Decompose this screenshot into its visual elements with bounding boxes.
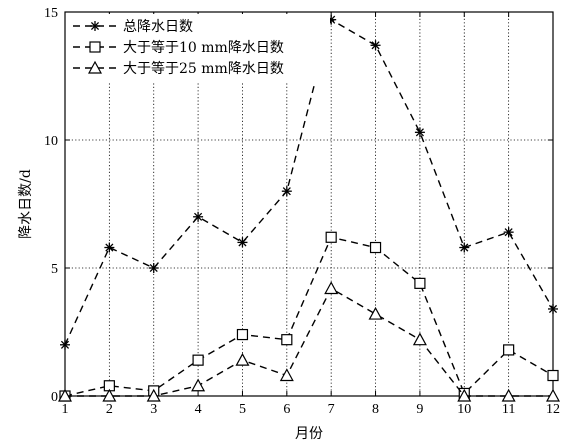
series-2 (59, 231, 559, 402)
series-1 (60, 14, 558, 350)
triangle-marker (324, 281, 339, 295)
square-marker (89, 41, 101, 53)
legend-entry: 总降水日数 (73, 19, 193, 35)
triangle-marker (501, 388, 516, 402)
x-tick-label: 9 (416, 402, 423, 417)
y-axis-label: 降水日数/d (18, 169, 34, 239)
series-3 (57, 281, 561, 402)
triangle-marker (102, 388, 117, 402)
triangle-marker (457, 388, 472, 402)
x-tick-label: 5 (239, 402, 246, 417)
plot-frame (64, 11, 554, 397)
triangle-marker (235, 352, 250, 366)
x-tick-label: 12 (546, 402, 560, 417)
asterisk-marker (503, 227, 514, 238)
asterisk-marker (148, 263, 159, 273)
asterisk-marker (90, 21, 100, 31)
triangle-marker (191, 378, 206, 392)
triangle-marker (146, 388, 161, 402)
legend-label: 大于等于10 mm降水日数 (123, 39, 284, 56)
series-line (64, 18, 554, 346)
legend-entry: 大于等于25 mm降水日数 (73, 60, 284, 77)
triangle-marker (545, 388, 561, 402)
square-marker (369, 241, 382, 254)
square-marker (503, 344, 515, 356)
legend-entry: 大于等于10 mm降水日数 (73, 39, 284, 56)
triangle-marker (57, 388, 73, 402)
asterisk-marker (548, 303, 558, 314)
asterisk-marker (237, 237, 248, 248)
x-tick-label: 6 (283, 402, 290, 417)
triangle-marker (87, 60, 103, 74)
series-layer (57, 14, 561, 402)
x-tick-label: 10 (457, 402, 471, 417)
triangle-marker (412, 332, 427, 346)
square-marker (236, 328, 249, 341)
asterisk-marker (104, 242, 115, 253)
legend-label: 总降水日数 (123, 19, 193, 35)
legend-label: 大于等于25 mm降水日数 (123, 60, 284, 77)
asterisk-marker (370, 40, 381, 51)
square-marker (547, 369, 559, 382)
y-tick-label: 5 (51, 262, 58, 277)
x-tick-label: 4 (195, 402, 202, 417)
series-line (65, 287, 553, 397)
x-tick-label: 7 (328, 402, 335, 417)
y-tick-label: 10 (44, 134, 58, 149)
x-tick-label: 11 (502, 402, 515, 417)
asterisk-marker (459, 242, 470, 253)
x-axis-label: 月份 (295, 426, 323, 442)
y-tick-label: 15 (44, 6, 58, 21)
square-marker (414, 277, 426, 289)
square-marker (192, 354, 204, 366)
asterisk-marker (60, 339, 70, 350)
asterisk-marker (193, 211, 204, 222)
x-tick-label: 2 (106, 402, 113, 417)
y-tick-label: 0 (51, 390, 58, 405)
asterisk-marker (414, 127, 425, 138)
x-tick-label: 8 (372, 402, 379, 417)
x-tick-label: 1 (62, 402, 69, 417)
triangle-marker (368, 306, 383, 320)
triangle-marker (279, 368, 294, 382)
x-tick-label: 3 (150, 402, 157, 417)
square-marker (325, 231, 337, 243)
asterisk-marker (281, 186, 292, 197)
square-marker (281, 334, 293, 346)
